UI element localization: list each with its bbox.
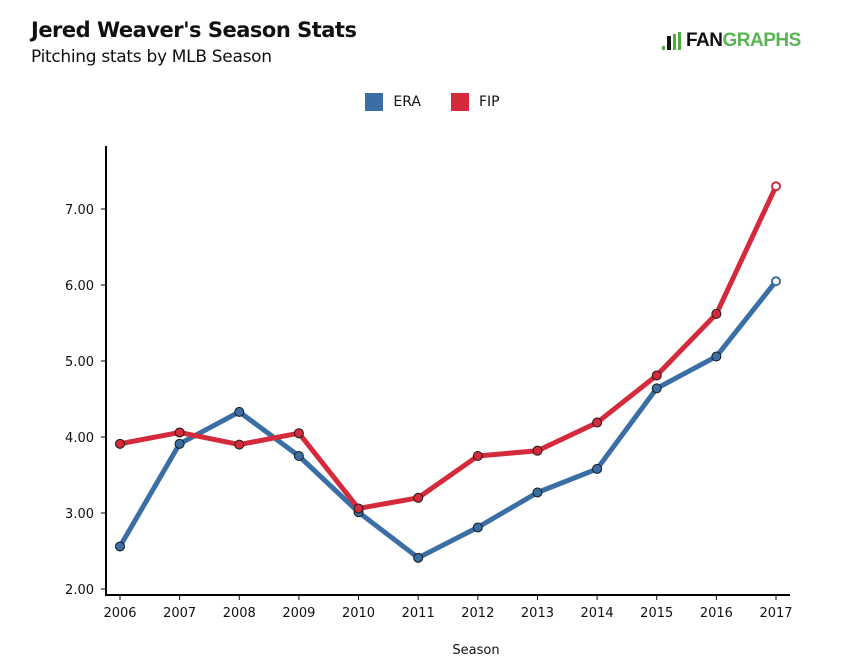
x-tick-label: 2013	[521, 606, 554, 621]
x-tick-label: 2008	[223, 606, 256, 621]
point-fip-2011[interactable]	[413, 492, 424, 503]
batter-silhouette-icon	[662, 30, 684, 52]
y-tick-label: 6.00	[65, 279, 94, 294]
point-era-2006[interactable]	[115, 541, 125, 552]
point-fip-2008[interactable]	[234, 439, 245, 450]
point-era-2017[interactable]	[771, 276, 781, 287]
legend-swatch-era	[365, 93, 384, 111]
series-fip	[115, 181, 781, 514]
legend-item-fip[interactable]: FIP	[450, 93, 500, 111]
point-fip-2012[interactable]	[472, 451, 483, 461]
legend-label-fip: FIP	[478, 94, 500, 110]
chart-subtitle: Pitching stats by MLB Season	[31, 47, 272, 67]
legend-label-era: ERA	[393, 94, 421, 110]
point-fip-2013[interactable]	[532, 445, 543, 456]
y-tick-label: 4.00	[65, 431, 94, 446]
x-tick-label: 2014	[581, 606, 614, 621]
point-era-2009[interactable]	[293, 451, 304, 461]
point-fip-2014[interactable]	[592, 417, 603, 428]
x-tick-label: 2016	[700, 606, 733, 621]
point-fip-2006[interactable]	[115, 438, 125, 449]
y-tick-label: 5.00	[65, 355, 94, 370]
x-tick-label: 2017	[759, 606, 792, 621]
logo-text-graphs: GRAPHS	[722, 30, 802, 51]
chart-legend: ERA FIP	[0, 93, 845, 111]
point-era-2016[interactable]	[711, 351, 722, 362]
point-fip-2017[interactable]	[771, 181, 781, 192]
fangraphs-logo[interactable]: FAN GRAPHS	[662, 28, 801, 54]
y-tick-label: 2.00	[65, 583, 94, 598]
y-tick-label: 7.00	[65, 203, 94, 218]
series-era	[115, 276, 781, 563]
x-tick-label: 2009	[282, 606, 315, 621]
point-era-2014[interactable]	[592, 463, 603, 474]
x-tick-label: 2010	[342, 606, 375, 621]
x-tick-label: 2012	[461, 606, 494, 621]
x-axis-title: Season	[452, 643, 499, 658]
chart-title: Jered Weaver's Season Stats	[31, 18, 357, 42]
point-era-2015[interactable]	[651, 383, 662, 394]
point-fip-2007[interactable]	[174, 427, 185, 438]
point-era-2013[interactable]	[532, 487, 543, 498]
x-tick-label: 2011	[402, 606, 435, 621]
x-tick-label: 2006	[103, 606, 136, 621]
series-group	[115, 181, 781, 563]
x-tick-label: 2015	[640, 606, 673, 621]
line-era	[117, 278, 779, 561]
legend-item-era[interactable]: ERA	[365, 93, 421, 111]
axes: 2.00 3.00 4.00 5.00 6.00 7.00 2006 2007 2008 2009…	[65, 146, 793, 621]
point-era-2011[interactable]	[413, 552, 424, 563]
y-tick-label: 3.00	[65, 507, 94, 522]
x-tick-label: 2007	[163, 606, 196, 621]
logo-text-fan: FAN	[686, 30, 723, 51]
point-era-2012[interactable]	[472, 522, 483, 533]
legend-swatch-fip	[450, 93, 469, 111]
point-fip-2009[interactable]	[293, 428, 304, 439]
line-fip	[117, 183, 779, 511]
point-era-2007[interactable]	[174, 438, 185, 449]
point-fip-2015[interactable]	[651, 370, 662, 381]
point-era-2008[interactable]	[234, 406, 245, 417]
point-fip-2010[interactable]	[353, 503, 364, 514]
point-fip-2016[interactable]	[711, 308, 722, 319]
